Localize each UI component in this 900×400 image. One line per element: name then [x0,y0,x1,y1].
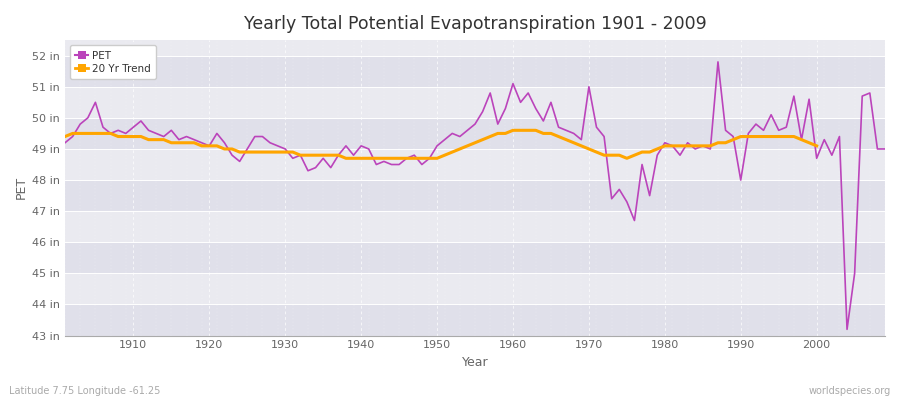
Bar [65,242,885,273]
Text: Latitude 7.75 Longitude -61.25: Latitude 7.75 Longitude -61.25 [9,386,160,396]
Bar [65,304,885,336]
Bar [65,180,885,211]
Legend: PET, 20 Yr Trend: PET, 20 Yr Trend [70,45,156,79]
Bar [65,118,885,149]
Title: Yearly Total Potential Evapotranspiration 1901 - 2009: Yearly Total Potential Evapotranspiratio… [244,15,706,33]
Bar [65,211,885,242]
Bar [65,56,885,87]
Bar [65,273,885,304]
X-axis label: Year: Year [462,356,489,369]
Y-axis label: PET: PET [15,176,28,200]
Bar [65,149,885,180]
Text: worldspecies.org: worldspecies.org [809,386,891,396]
Bar [65,87,885,118]
